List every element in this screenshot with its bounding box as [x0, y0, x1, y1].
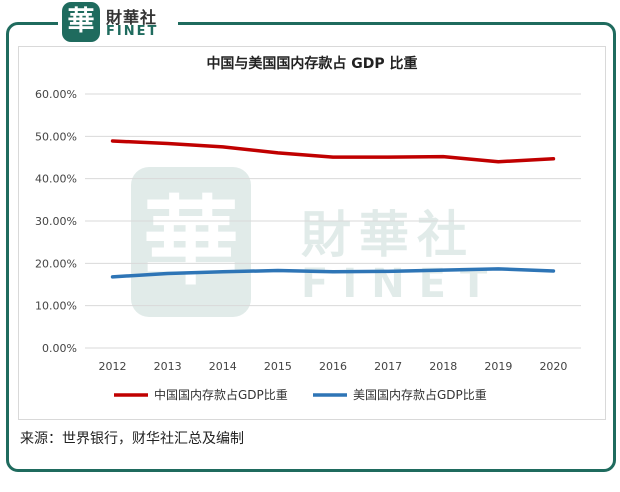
y-tick-label: 20.00%: [35, 257, 77, 270]
logo-name-en: FINET: [106, 24, 159, 39]
finet-logo: 華 財華社 FINET: [58, 0, 178, 46]
legend-label: 美国国内存款占GDP比重: [353, 387, 487, 402]
x-tick-label: 2012: [99, 360, 127, 373]
logo-seal: 華: [62, 2, 100, 42]
watermark-seal: [131, 167, 251, 317]
chart-title: 中国与美国国内存款占 GDP 比重: [206, 56, 418, 72]
x-tick-label: 2020: [539, 360, 567, 373]
logo-name-cn: 財華社: [106, 8, 158, 27]
x-tick-label: 2014: [209, 360, 237, 373]
y-tick-label: 10.00%: [35, 300, 77, 313]
watermark-seal-char: 華: [143, 185, 239, 298]
source-note: 来源：世界银行，财华社汇总及编制: [20, 431, 244, 447]
x-tick-label: 2018: [429, 360, 457, 373]
y-tick-label: 0.00%: [42, 342, 77, 355]
x-tick-label: 2016: [319, 360, 347, 373]
legend-label: 中国国内存款占GDP比重: [154, 387, 288, 402]
x-tick-label: 2017: [374, 360, 402, 373]
y-tick-label: 50.00%: [35, 130, 77, 143]
x-tick-label: 2013: [154, 360, 182, 373]
watermark: 華財華社FINET: [131, 167, 487, 317]
watermark-name-cn: 財華社: [301, 206, 475, 264]
x-tick-label: 2015: [264, 360, 292, 373]
line-chart: 華財華社FINET0.00%10.00%20.00%30.00%40.00%50…: [35, 88, 581, 402]
series-line-0: [110, 139, 556, 164]
y-tick-label: 30.00%: [35, 215, 77, 228]
x-tick-label: 2019: [484, 360, 512, 373]
chart-area: 華財華社 FINET 0.00% 10.00% 20.00% 30.00% 40.00% 50…: [18, 46, 606, 420]
y-tick-label: 40.00%: [35, 173, 77, 186]
y-tick-label: 60.00%: [35, 88, 77, 101]
